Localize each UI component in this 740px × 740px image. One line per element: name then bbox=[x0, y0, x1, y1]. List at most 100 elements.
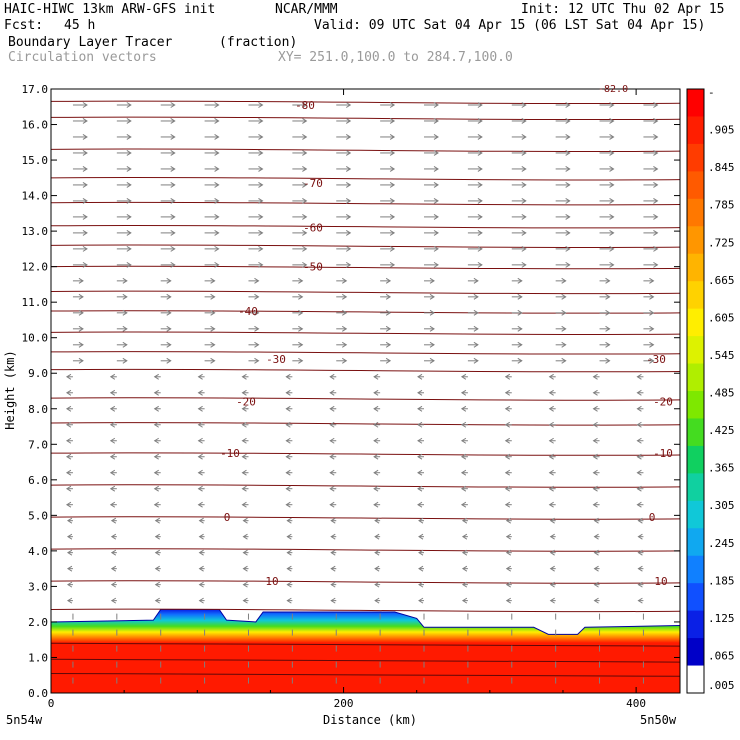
vector-arrow-head bbox=[417, 469, 423, 476]
vector-arrow-head bbox=[609, 102, 615, 108]
vector-arrow-head bbox=[241, 469, 247, 476]
vector-arrow-head bbox=[122, 357, 128, 364]
y-tick-label: 4.0 bbox=[28, 545, 48, 558]
vector-arrow-head bbox=[197, 501, 203, 508]
vector-arrow-head bbox=[373, 405, 379, 412]
colorbar-segment bbox=[687, 583, 704, 612]
vector-arrow-head bbox=[649, 325, 655, 332]
vector-arrow-head bbox=[609, 166, 615, 172]
vector-arrow-head bbox=[477, 134, 483, 140]
vector-arrow-head bbox=[473, 357, 479, 364]
vector-arrow-head bbox=[461, 597, 468, 604]
vector-arrow-head bbox=[374, 517, 380, 524]
vector-arrow-head bbox=[198, 597, 204, 604]
vector-arrow-head bbox=[548, 485, 554, 492]
colorbar-segment bbox=[687, 473, 704, 502]
y-tick-label: 6.0 bbox=[28, 474, 48, 487]
vector-arrow-head bbox=[170, 213, 176, 220]
vector-arrow-head bbox=[592, 373, 598, 380]
vector-arrow-head bbox=[154, 517, 160, 524]
vector-arrow-head bbox=[521, 182, 527, 188]
vector-arrow-head bbox=[548, 405, 554, 412]
colorbar-segment bbox=[687, 363, 704, 392]
y-tick-label: 14.0 bbox=[22, 190, 49, 203]
vector-arrow-head bbox=[166, 293, 172, 300]
vector-arrow-head bbox=[373, 437, 379, 444]
vector-arrow-head bbox=[460, 437, 467, 444]
vector-arrow-head bbox=[341, 357, 348, 364]
vector-arrow-head bbox=[433, 102, 439, 108]
vector-arrow-head bbox=[374, 533, 380, 540]
vector-arrow-head bbox=[605, 341, 611, 348]
vector-arrow-head bbox=[609, 134, 615, 140]
vector-arrow-head bbox=[242, 597, 248, 604]
vector-arrow-head bbox=[329, 469, 335, 476]
vector-arrow-head bbox=[637, 549, 643, 556]
vector-arrow-head bbox=[473, 341, 479, 348]
vector-arrow-head bbox=[285, 501, 291, 508]
contour-line bbox=[51, 350, 680, 355]
vector-arrow-head bbox=[653, 261, 659, 268]
vector-arrow-head bbox=[345, 245, 352, 252]
vector-arrow-head bbox=[286, 533, 292, 540]
vector-arrow-head bbox=[345, 118, 352, 124]
vector-arrow-head bbox=[517, 325, 523, 332]
header-xy: XY= 251.0,100.0 to 284.7,100.0 bbox=[278, 50, 513, 65]
vector-arrow-head bbox=[153, 485, 159, 492]
vector-arrow-head bbox=[636, 421, 642, 428]
vector-arrow-head bbox=[345, 229, 352, 236]
vector-arrow-head bbox=[210, 357, 216, 364]
vector-arrow-head bbox=[254, 277, 260, 284]
vector-arrow-head bbox=[286, 517, 292, 524]
vector-arrow-head bbox=[418, 565, 424, 572]
vector-arrow-head bbox=[549, 549, 555, 556]
vector-arrow-head bbox=[109, 373, 116, 380]
vector-arrow-head bbox=[302, 182, 308, 188]
vector-arrow-head bbox=[461, 517, 468, 524]
vector-arrow-head bbox=[653, 134, 659, 140]
vector-arrow-head bbox=[109, 501, 116, 508]
colorbar-segment bbox=[687, 610, 704, 639]
vector-arrow-head bbox=[82, 229, 88, 236]
vector-arrow-head bbox=[66, 565, 73, 572]
vector-arrow-head bbox=[429, 357, 435, 364]
contour-line bbox=[51, 516, 680, 520]
colorbar-label: .305 bbox=[708, 499, 735, 512]
vector-arrow-head bbox=[649, 341, 655, 348]
vector-arrow-head bbox=[593, 549, 599, 556]
vector-arrow-head bbox=[214, 213, 220, 220]
vector-arrow-head bbox=[548, 373, 554, 380]
colorbar-label: .485 bbox=[708, 387, 735, 400]
vector-arrow-head bbox=[521, 166, 527, 172]
vector-arrow-head bbox=[285, 421, 291, 428]
contour-label: -30 bbox=[266, 353, 286, 366]
vector-arrow-head bbox=[65, 501, 72, 508]
vector-arrow-head bbox=[461, 565, 468, 572]
vector-arrow-head bbox=[477, 150, 483, 156]
vector-arrow-head bbox=[302, 102, 308, 108]
vector-arrow-head bbox=[593, 581, 599, 588]
vector-arrow-head bbox=[385, 309, 392, 316]
vector-arrow-head bbox=[433, 245, 439, 252]
colorbar-segment bbox=[687, 253, 704, 282]
vector-arrow-head bbox=[593, 597, 599, 604]
vector-arrow-head bbox=[214, 229, 220, 236]
vector-arrow-head bbox=[592, 421, 598, 428]
vector-arrow-head bbox=[166, 341, 172, 348]
vector-arrow-head bbox=[345, 166, 352, 172]
y-tick-label: 16.0 bbox=[22, 119, 49, 132]
vector-arrow-head bbox=[653, 166, 659, 172]
vector-arrow-head bbox=[637, 517, 643, 524]
vector-arrow-head bbox=[374, 597, 380, 604]
contour-label: -70 bbox=[303, 177, 323, 190]
vector-arrow-head bbox=[170, 166, 176, 172]
y-tick-label: 12.0 bbox=[22, 261, 49, 274]
contour-line bbox=[51, 368, 680, 373]
contour-label: -40 bbox=[238, 305, 258, 318]
vector-arrow-head bbox=[609, 118, 615, 124]
vector-arrow-head bbox=[65, 437, 72, 444]
vector-arrow-head bbox=[373, 485, 379, 492]
x-tick-label: 200 bbox=[334, 697, 354, 710]
vector-arrow-head bbox=[473, 277, 479, 284]
vector-arrow-head bbox=[329, 421, 335, 428]
